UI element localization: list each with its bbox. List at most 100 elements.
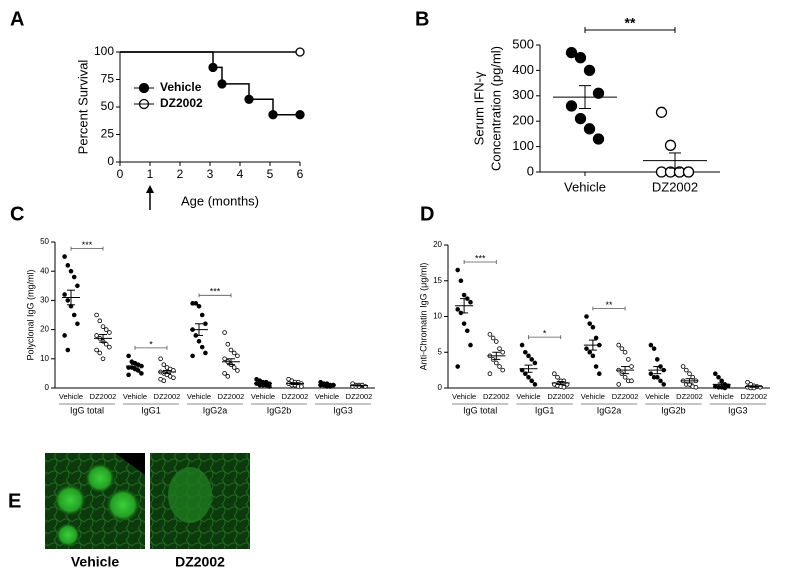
point xyxy=(592,87,605,99)
point xyxy=(94,347,99,353)
point xyxy=(203,321,208,327)
point xyxy=(222,371,227,376)
point xyxy=(158,356,163,362)
y-tick-label: 400 xyxy=(512,62,534,77)
point xyxy=(461,292,467,298)
y-tick-label: 100 xyxy=(512,138,534,153)
category-label: Vehicle xyxy=(123,392,147,401)
group-label: IgG total xyxy=(463,405,497,415)
y-tick-label: 15 xyxy=(433,276,442,285)
point xyxy=(616,382,621,387)
point xyxy=(693,384,699,390)
point xyxy=(574,113,587,125)
point xyxy=(716,374,721,380)
point xyxy=(455,307,461,312)
x-tick-label: 0 xyxy=(117,167,124,181)
glomerulus xyxy=(56,523,80,547)
point xyxy=(622,349,628,355)
category-label: DZ2002 xyxy=(676,392,703,401)
y-tick-label: 100 xyxy=(94,44,114,58)
point xyxy=(103,327,109,332)
group-label: IgG2b xyxy=(267,405,292,415)
point xyxy=(592,133,605,145)
point xyxy=(65,347,71,353)
y-tick-label: 0 xyxy=(107,154,114,168)
point xyxy=(497,346,502,351)
y-tick-label: 10 xyxy=(40,354,49,363)
point xyxy=(299,384,304,389)
legend-label: DZ2002 xyxy=(160,96,203,110)
point xyxy=(62,292,67,297)
marker xyxy=(295,47,305,57)
point xyxy=(231,365,237,370)
significance: ** xyxy=(625,15,636,31)
point xyxy=(490,335,496,341)
point xyxy=(680,364,686,369)
point xyxy=(100,356,106,362)
significance: * xyxy=(543,328,547,338)
point xyxy=(228,347,234,353)
point xyxy=(235,368,240,373)
y-axis-label: Anti-Chromatin IgG (μg/ml) xyxy=(418,263,428,371)
point xyxy=(461,321,467,326)
category-label: DZ2002 xyxy=(741,392,768,401)
y-tick-label: 5 xyxy=(438,347,443,356)
category-label: DZ2002 xyxy=(547,392,574,401)
group-label: IgG1 xyxy=(141,405,161,415)
glomerulus xyxy=(54,484,86,516)
point xyxy=(225,374,231,379)
point xyxy=(97,318,103,324)
y-tick-label: 25 xyxy=(101,127,115,141)
point xyxy=(455,364,461,369)
point xyxy=(583,64,596,77)
point xyxy=(622,374,628,380)
category-label: Vehicle xyxy=(452,392,476,401)
x-tick-label: 3 xyxy=(207,167,214,181)
point xyxy=(584,314,589,319)
category-label: DZ2002 xyxy=(154,392,181,401)
panel-letter: E xyxy=(8,490,21,512)
point xyxy=(590,324,596,330)
point xyxy=(497,364,502,369)
point xyxy=(126,353,131,359)
y-tick-label: 20 xyxy=(40,325,49,334)
panel-letter: B xyxy=(415,8,429,30)
point xyxy=(487,332,493,337)
point xyxy=(587,349,592,355)
point xyxy=(661,382,666,387)
point xyxy=(654,374,660,380)
point xyxy=(532,360,538,366)
point xyxy=(551,371,557,377)
glomerulus xyxy=(85,463,115,493)
category-label: Vehicle xyxy=(581,392,605,401)
category-label: DZ2002 xyxy=(282,392,309,401)
point xyxy=(655,106,668,118)
point xyxy=(107,344,112,350)
point xyxy=(94,333,99,338)
group-label: IgG1 xyxy=(535,405,555,415)
point xyxy=(658,378,663,384)
point xyxy=(68,268,74,274)
point xyxy=(529,357,534,362)
marker xyxy=(244,94,254,104)
point xyxy=(161,362,167,367)
significance: ** xyxy=(605,300,613,310)
point xyxy=(199,344,205,350)
point xyxy=(619,346,625,351)
y-axis-label: Serum IFN-γ xyxy=(471,71,486,145)
point xyxy=(532,382,538,387)
point xyxy=(235,353,240,359)
y-tick-label: 500 xyxy=(512,36,534,51)
point xyxy=(65,263,71,268)
y-tick-label: 10 xyxy=(433,312,442,321)
point xyxy=(199,312,205,318)
point xyxy=(193,301,199,306)
point xyxy=(757,384,763,390)
category-label: DZ2002 xyxy=(346,392,373,401)
image-label: DZ2002 xyxy=(175,554,225,570)
point xyxy=(616,342,621,348)
point xyxy=(500,349,506,355)
point xyxy=(196,338,202,344)
y-tick-label: 75 xyxy=(101,72,115,86)
category-label: Vehicle xyxy=(187,392,211,401)
